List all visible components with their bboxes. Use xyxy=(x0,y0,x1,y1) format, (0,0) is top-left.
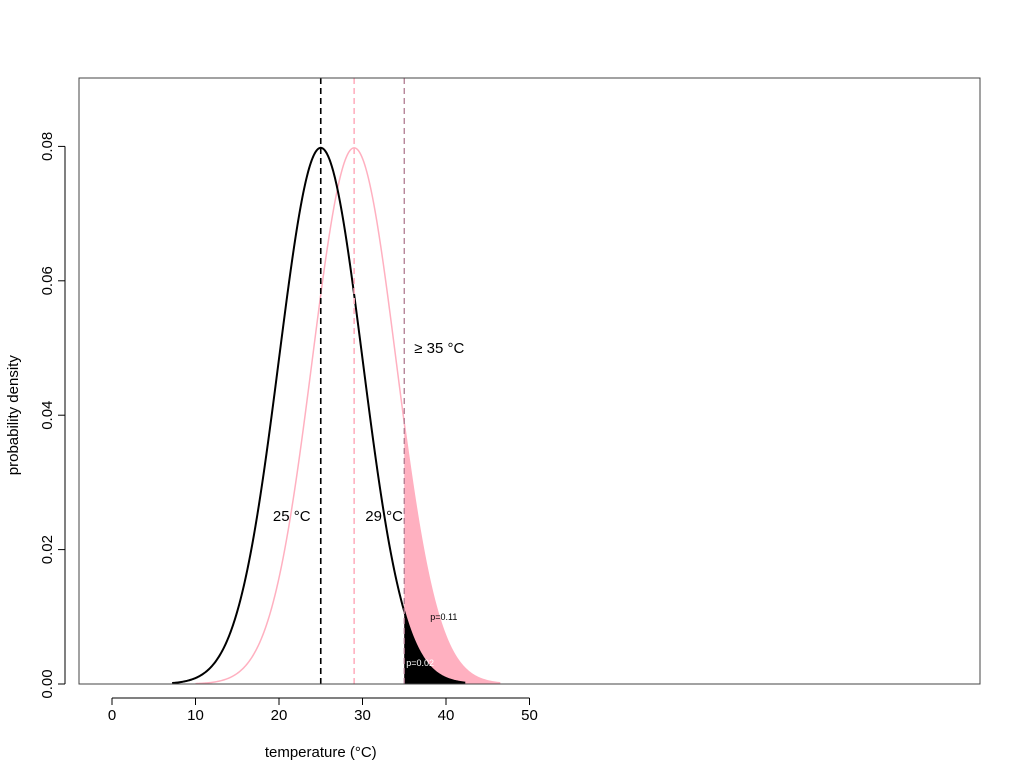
x-tick-label: 10 xyxy=(187,707,204,724)
y-axis: 0.00 0.02 0.04 0.06 0.08 xyxy=(39,132,66,699)
y-tick-label: 0.04 xyxy=(39,401,56,430)
y-tick-label: 0.00 xyxy=(39,669,56,698)
x-tick-label: 40 xyxy=(438,707,455,724)
tail-probability-label-pink: p=0.11 xyxy=(430,612,457,622)
threshold-label: ≥ 35 °C xyxy=(414,340,464,357)
x-tick-label: 0 xyxy=(108,707,116,724)
x-tick-label: 30 xyxy=(354,707,371,724)
x-tick-label: 20 xyxy=(271,707,288,724)
x-tick-label: 50 xyxy=(521,707,538,724)
tail-area-1 xyxy=(404,423,501,684)
density-curve-0 xyxy=(172,146,466,685)
mean-label-29: 29 °C xyxy=(365,508,403,525)
y-tick-label: 0.02 xyxy=(39,535,56,564)
y-tick-label: 0.06 xyxy=(39,266,56,295)
plot-frame xyxy=(78,77,981,685)
tail-fills xyxy=(404,423,501,684)
tail-area-0 xyxy=(404,611,466,684)
y-tick-label: 0.08 xyxy=(39,132,56,161)
density-curve-1 xyxy=(195,147,501,685)
x-axis: 0 10 20 30 40 50 xyxy=(108,697,538,724)
mean-lines xyxy=(319,78,405,684)
y-axis-title: probability density xyxy=(5,355,22,476)
tail-probability-label-black: p=0.02 xyxy=(406,658,434,668)
x-axis-title: temperature (°C) xyxy=(265,744,377,761)
mean-label-25: 25 °C xyxy=(273,508,311,525)
density-curves xyxy=(172,146,501,685)
